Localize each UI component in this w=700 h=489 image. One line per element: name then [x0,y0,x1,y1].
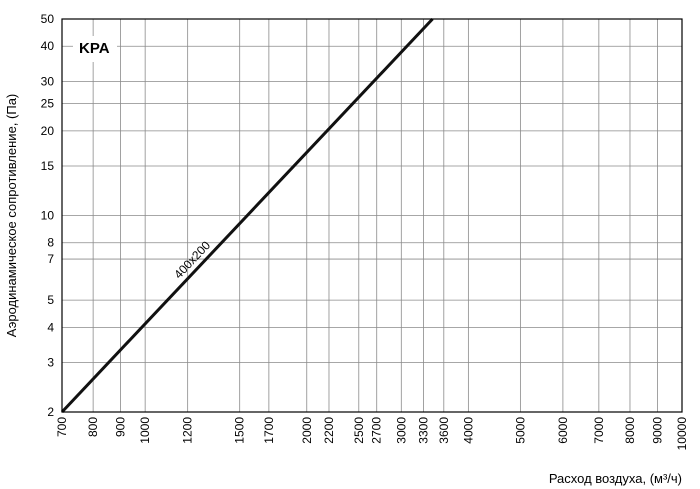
x-tick-label: 2700 [370,417,384,444]
y-tick-label: 7 [47,252,54,266]
x-tick-label: 700 [55,417,69,437]
y-tick-label: 4 [47,320,54,334]
y-tick-label: 40 [41,39,55,53]
y-tick-label: 3 [47,355,54,369]
y-tick-label: 8 [47,236,54,250]
x-tick-label: 800 [86,417,100,437]
tick-labels: 700 800 900 1000 1200 1500 1700 2000 2200 2500 270… [41,12,689,450]
x-tick-label: 2500 [352,417,366,444]
x-tick-label: 2200 [322,417,336,444]
y-tick-label: 5 [47,293,54,307]
x-tick-label: 1700 [262,417,276,444]
y-tick-label: 20 [41,124,55,138]
x-tick-label: 1000 [138,417,152,444]
chart-title: KPA [79,40,110,57]
x-tick-label: 6000 [556,417,570,444]
series-line [60,17,434,414]
x-tick-label: 7000 [592,417,606,444]
y-tick-label: 2 [47,405,54,419]
y-tick-label: 10 [41,209,55,223]
y-tick-label: 30 [41,74,55,88]
x-tick-label: 5000 [513,417,527,444]
x-tick-label: 2000 [300,417,314,444]
x-tick-label: 1200 [181,417,195,444]
grid [61,18,683,413]
x-axis-title: Расход воздуха, (м³/ч) [549,471,682,486]
plot-frame [61,18,683,413]
x-tick-label: 3000 [394,417,408,444]
y-tick-label: 15 [41,159,55,173]
x-tick-label: 10000 [675,417,689,451]
y-tick-label: 25 [41,97,55,111]
x-tick-label: 9000 [650,417,664,444]
x-tick-label: 8000 [623,417,637,444]
y-axis-title: Аэродинамическое сопротивление, (Па) [4,94,19,337]
x-tick-label: 1500 [233,417,247,444]
x-tick-label: 3600 [437,417,451,444]
x-tick-label: 900 [114,417,128,437]
x-tick-label: 4000 [461,417,475,444]
series-layer [60,17,434,414]
chart-tag-background [73,36,117,62]
y-tick-label: 50 [41,12,55,26]
x-tick-label: 3300 [417,417,431,444]
